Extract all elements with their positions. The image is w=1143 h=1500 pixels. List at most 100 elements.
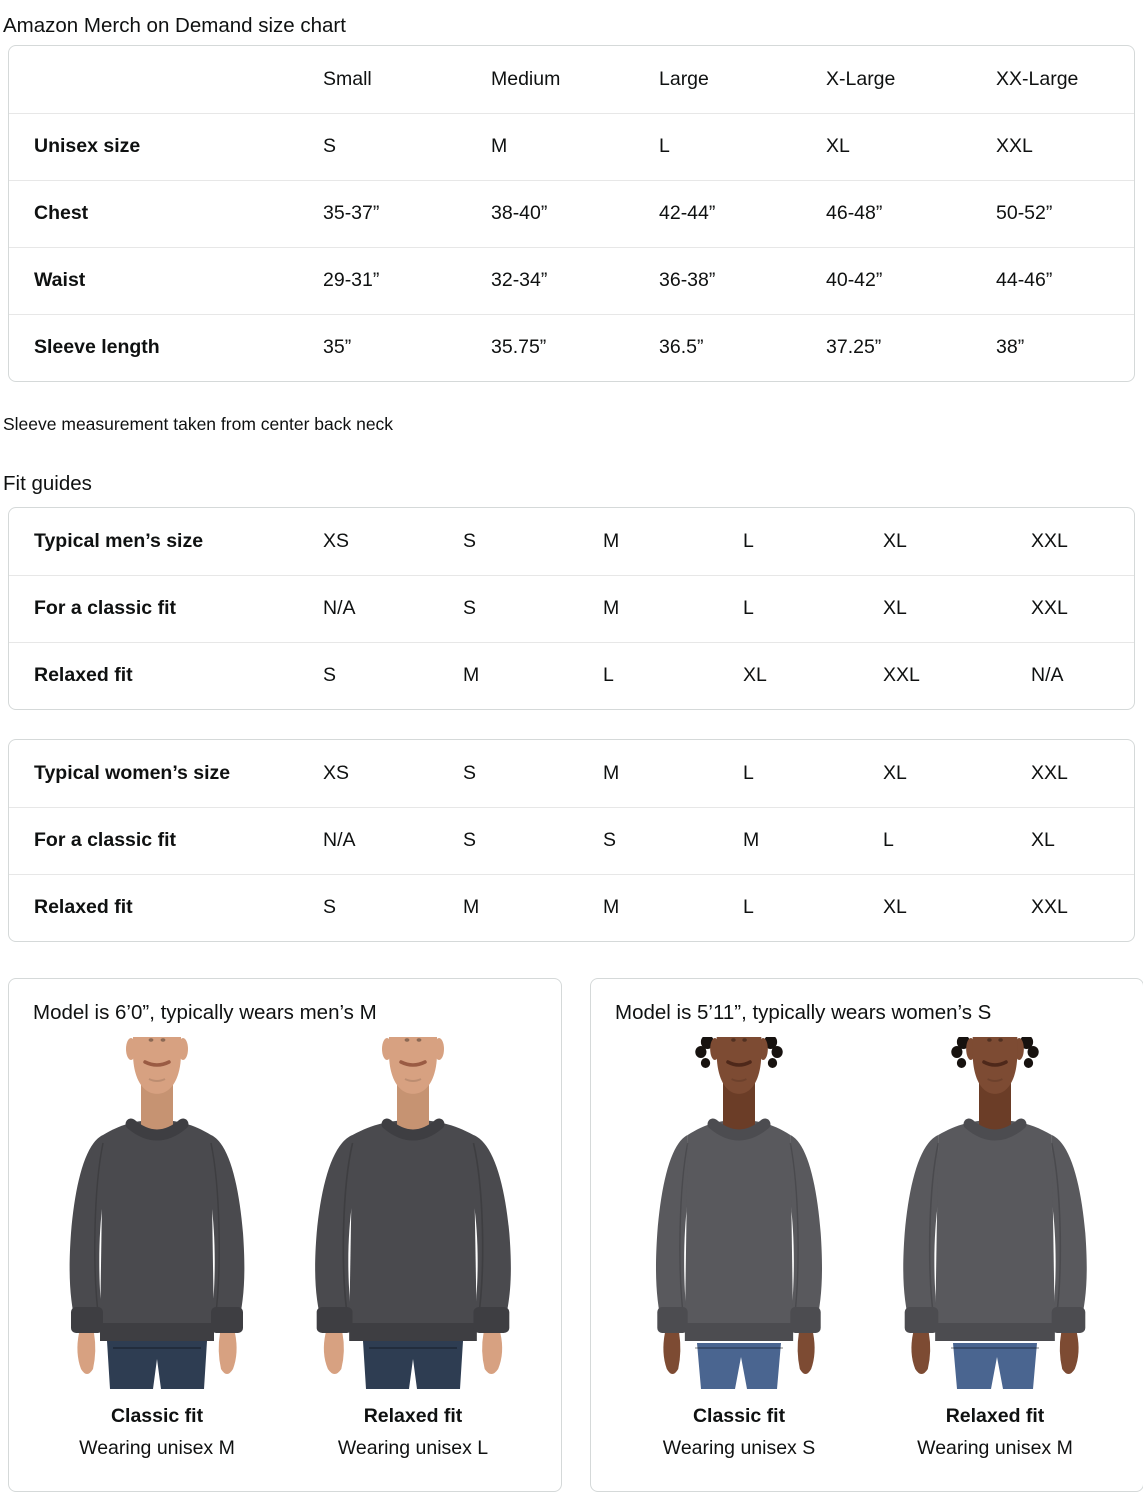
- size-chart-table: Small Medium Large X-Large XX-Large Unisex s…: [8, 45, 1135, 382]
- size-value-cell: XXL: [1031, 873, 1134, 941]
- wearing-label: Wearing unisex M: [917, 1437, 1073, 1459]
- wearing-label: Wearing unisex M: [79, 1437, 235, 1459]
- size-value-cell: S: [463, 761, 477, 784]
- size-value-cell: XL: [826, 112, 996, 180]
- size-value-cell: XXL: [1031, 761, 1068, 784]
- model-card-title: Model is 5’11”, typically wears women’s …: [615, 1001, 992, 1024]
- size-value-cell: L: [743, 529, 754, 552]
- size-value-cell: XXL: [1031, 529, 1068, 552]
- size-value-cell: L: [743, 873, 883, 941]
- size-value-cell: L: [743, 761, 754, 784]
- wearing-label: Wearing unisex L: [337, 1437, 489, 1459]
- size-chart-row: Unisex size S M L XL XXL: [9, 112, 1134, 180]
- fit-guide-men-table: Typical men’s size XS S M L XL XXL For a classi…: [8, 507, 1135, 710]
- model-figures: Classic fit Wearing unisex M Relaxed fit We…: [33, 1037, 537, 1460]
- row-label: For a classic fit: [9, 806, 323, 874]
- size-value-cell: L: [603, 641, 743, 709]
- model-figures: Classic fit Wearing unisex S Relaxed fit We…: [615, 1037, 1119, 1460]
- fit-label: Classic fit: [110, 1405, 204, 1427]
- size-value-cell: S: [463, 574, 603, 642]
- size-value-cell: 44-46”: [996, 246, 1134, 314]
- model-figure: Classic fit Wearing unisex S: [615, 1037, 863, 1460]
- fit-guide-row: For a classic fit N/A S S M L XL: [9, 806, 1134, 874]
- size-value-cell: XS: [323, 529, 350, 552]
- size-value-cell: S: [323, 112, 491, 180]
- size-value-cell: 50-52”: [996, 179, 1134, 247]
- model-card-men: Model is 6’0”, typically wears men’s M C…: [8, 978, 562, 1492]
- size-chart-row: Chest 35-37” 38-40” 42-44” 46-48” 50-52”: [9, 179, 1134, 247]
- size-value-cell: S: [463, 806, 603, 874]
- size-value-cell: 35-37”: [323, 179, 491, 247]
- fit-guides-heading: Fit guides: [3, 472, 92, 495]
- fit-guide-row: Typical women’s size XS S M L XL XXL: [9, 740, 1134, 807]
- row-label: Relaxed fit: [9, 641, 323, 709]
- size-value-cell: XL: [743, 641, 883, 709]
- row-label: Sleeve length: [9, 313, 323, 381]
- page-title: Amazon Merch on Demand size chart: [3, 13, 346, 37]
- sleeve-note: Sleeve measurement taken from center bac…: [3, 413, 394, 434]
- size-value-cell: S: [323, 873, 463, 941]
- corner-cell: [9, 46, 323, 113]
- model-card-women: Model is 5’11”, typically wears women’s …: [590, 978, 1143, 1492]
- size-value-cell: XL: [883, 873, 1031, 941]
- size-value-cell: M: [603, 873, 743, 941]
- size-chart-row: Waist 29-31” 32-34” 36-38” 40-42” 44-46”: [9, 246, 1134, 314]
- size-value-cell: 36-38”: [659, 246, 826, 314]
- size-chart-row: Sleeve length 35” 35.75” 36.5” 37.25” 38”: [9, 313, 1134, 381]
- size-value-cell: 35”: [323, 313, 491, 381]
- model-figure: Relaxed fit Wearing unisex L: [289, 1037, 537, 1460]
- size-value-cell: 46-48”: [826, 179, 996, 247]
- model-photo-male-relaxed: [289, 1037, 537, 1389]
- size-value-cell: S: [603, 806, 743, 874]
- size-value-cell: M: [603, 529, 620, 552]
- size-value-cell: 29-31”: [323, 246, 491, 314]
- size-value-cell: M: [463, 641, 603, 709]
- size-value-cell: 38”: [996, 313, 1134, 381]
- size-column-header: Medium: [491, 67, 561, 90]
- size-value-cell: S: [323, 641, 463, 709]
- size-value-cell: 35.75”: [491, 313, 659, 381]
- model-figure: Classic fit Wearing unisex M: [33, 1037, 281, 1460]
- fit-guide-women-table: Typical women’s size XS S M L XL XXL For a clas…: [8, 739, 1135, 942]
- fit-label: Relaxed fit: [945, 1405, 1045, 1427]
- size-column-header: Large: [659, 67, 709, 90]
- fit-guide-row: Relaxed fit S M M L XL XXL: [9, 873, 1134, 941]
- model-cards: Model is 6’0”, typically wears men’s M C…: [8, 978, 1143, 1492]
- model-figure: Relaxed fit Wearing unisex M: [871, 1037, 1119, 1460]
- fit-label: Relaxed fit: [363, 1405, 463, 1427]
- size-value-cell: M: [491, 112, 659, 180]
- size-value-cell: N/A: [323, 806, 463, 874]
- size-value-cell: S: [463, 529, 477, 552]
- size-column-header: X-Large: [826, 67, 896, 90]
- fit-guide-row: Relaxed fit S M L XL XXL N/A: [9, 641, 1134, 709]
- row-label: Unisex size: [9, 112, 323, 180]
- size-chart-header-row: Small Medium Large X-Large XX-Large: [9, 46, 1134, 113]
- size-value-cell: 40-42”: [826, 246, 996, 314]
- wearing-label: Wearing unisex S: [662, 1437, 816, 1459]
- size-column-header: XX-Large: [996, 67, 1079, 90]
- size-value-cell: L: [743, 574, 883, 642]
- size-value-cell: XL: [1031, 806, 1134, 874]
- row-label: Relaxed fit: [9, 873, 323, 941]
- row-label: Typical men’s size: [34, 529, 204, 552]
- fit-guide-row: Typical men’s size XS S M L XL XXL: [9, 508, 1134, 575]
- row-label: For a classic fit: [9, 574, 323, 642]
- model-card-title: Model is 6’0”, typically wears men’s M: [33, 1001, 377, 1024]
- size-value-cell: L: [659, 112, 826, 180]
- size-value-cell: M: [603, 761, 620, 784]
- size-value-cell: XXL: [1031, 574, 1134, 642]
- size-value-cell: XL: [883, 574, 1031, 642]
- model-photo-male-classic: [33, 1037, 281, 1389]
- size-value-cell: L: [883, 806, 1031, 874]
- fit-guide-row: For a classic fit N/A S M L XL XXL: [9, 574, 1134, 642]
- size-value-cell: XXL: [883, 641, 1031, 709]
- size-value-cell: XL: [883, 529, 907, 552]
- size-value-cell: 38-40”: [491, 179, 659, 247]
- size-value-cell: 36.5”: [659, 313, 826, 381]
- fit-label: Classic fit: [692, 1405, 786, 1427]
- size-value-cell: 37.25”: [826, 313, 996, 381]
- size-value-cell: N/A: [323, 574, 463, 642]
- size-value-cell: M: [603, 574, 743, 642]
- model-photo-female-classic: [615, 1037, 863, 1389]
- size-value-cell: 42-44”: [659, 179, 826, 247]
